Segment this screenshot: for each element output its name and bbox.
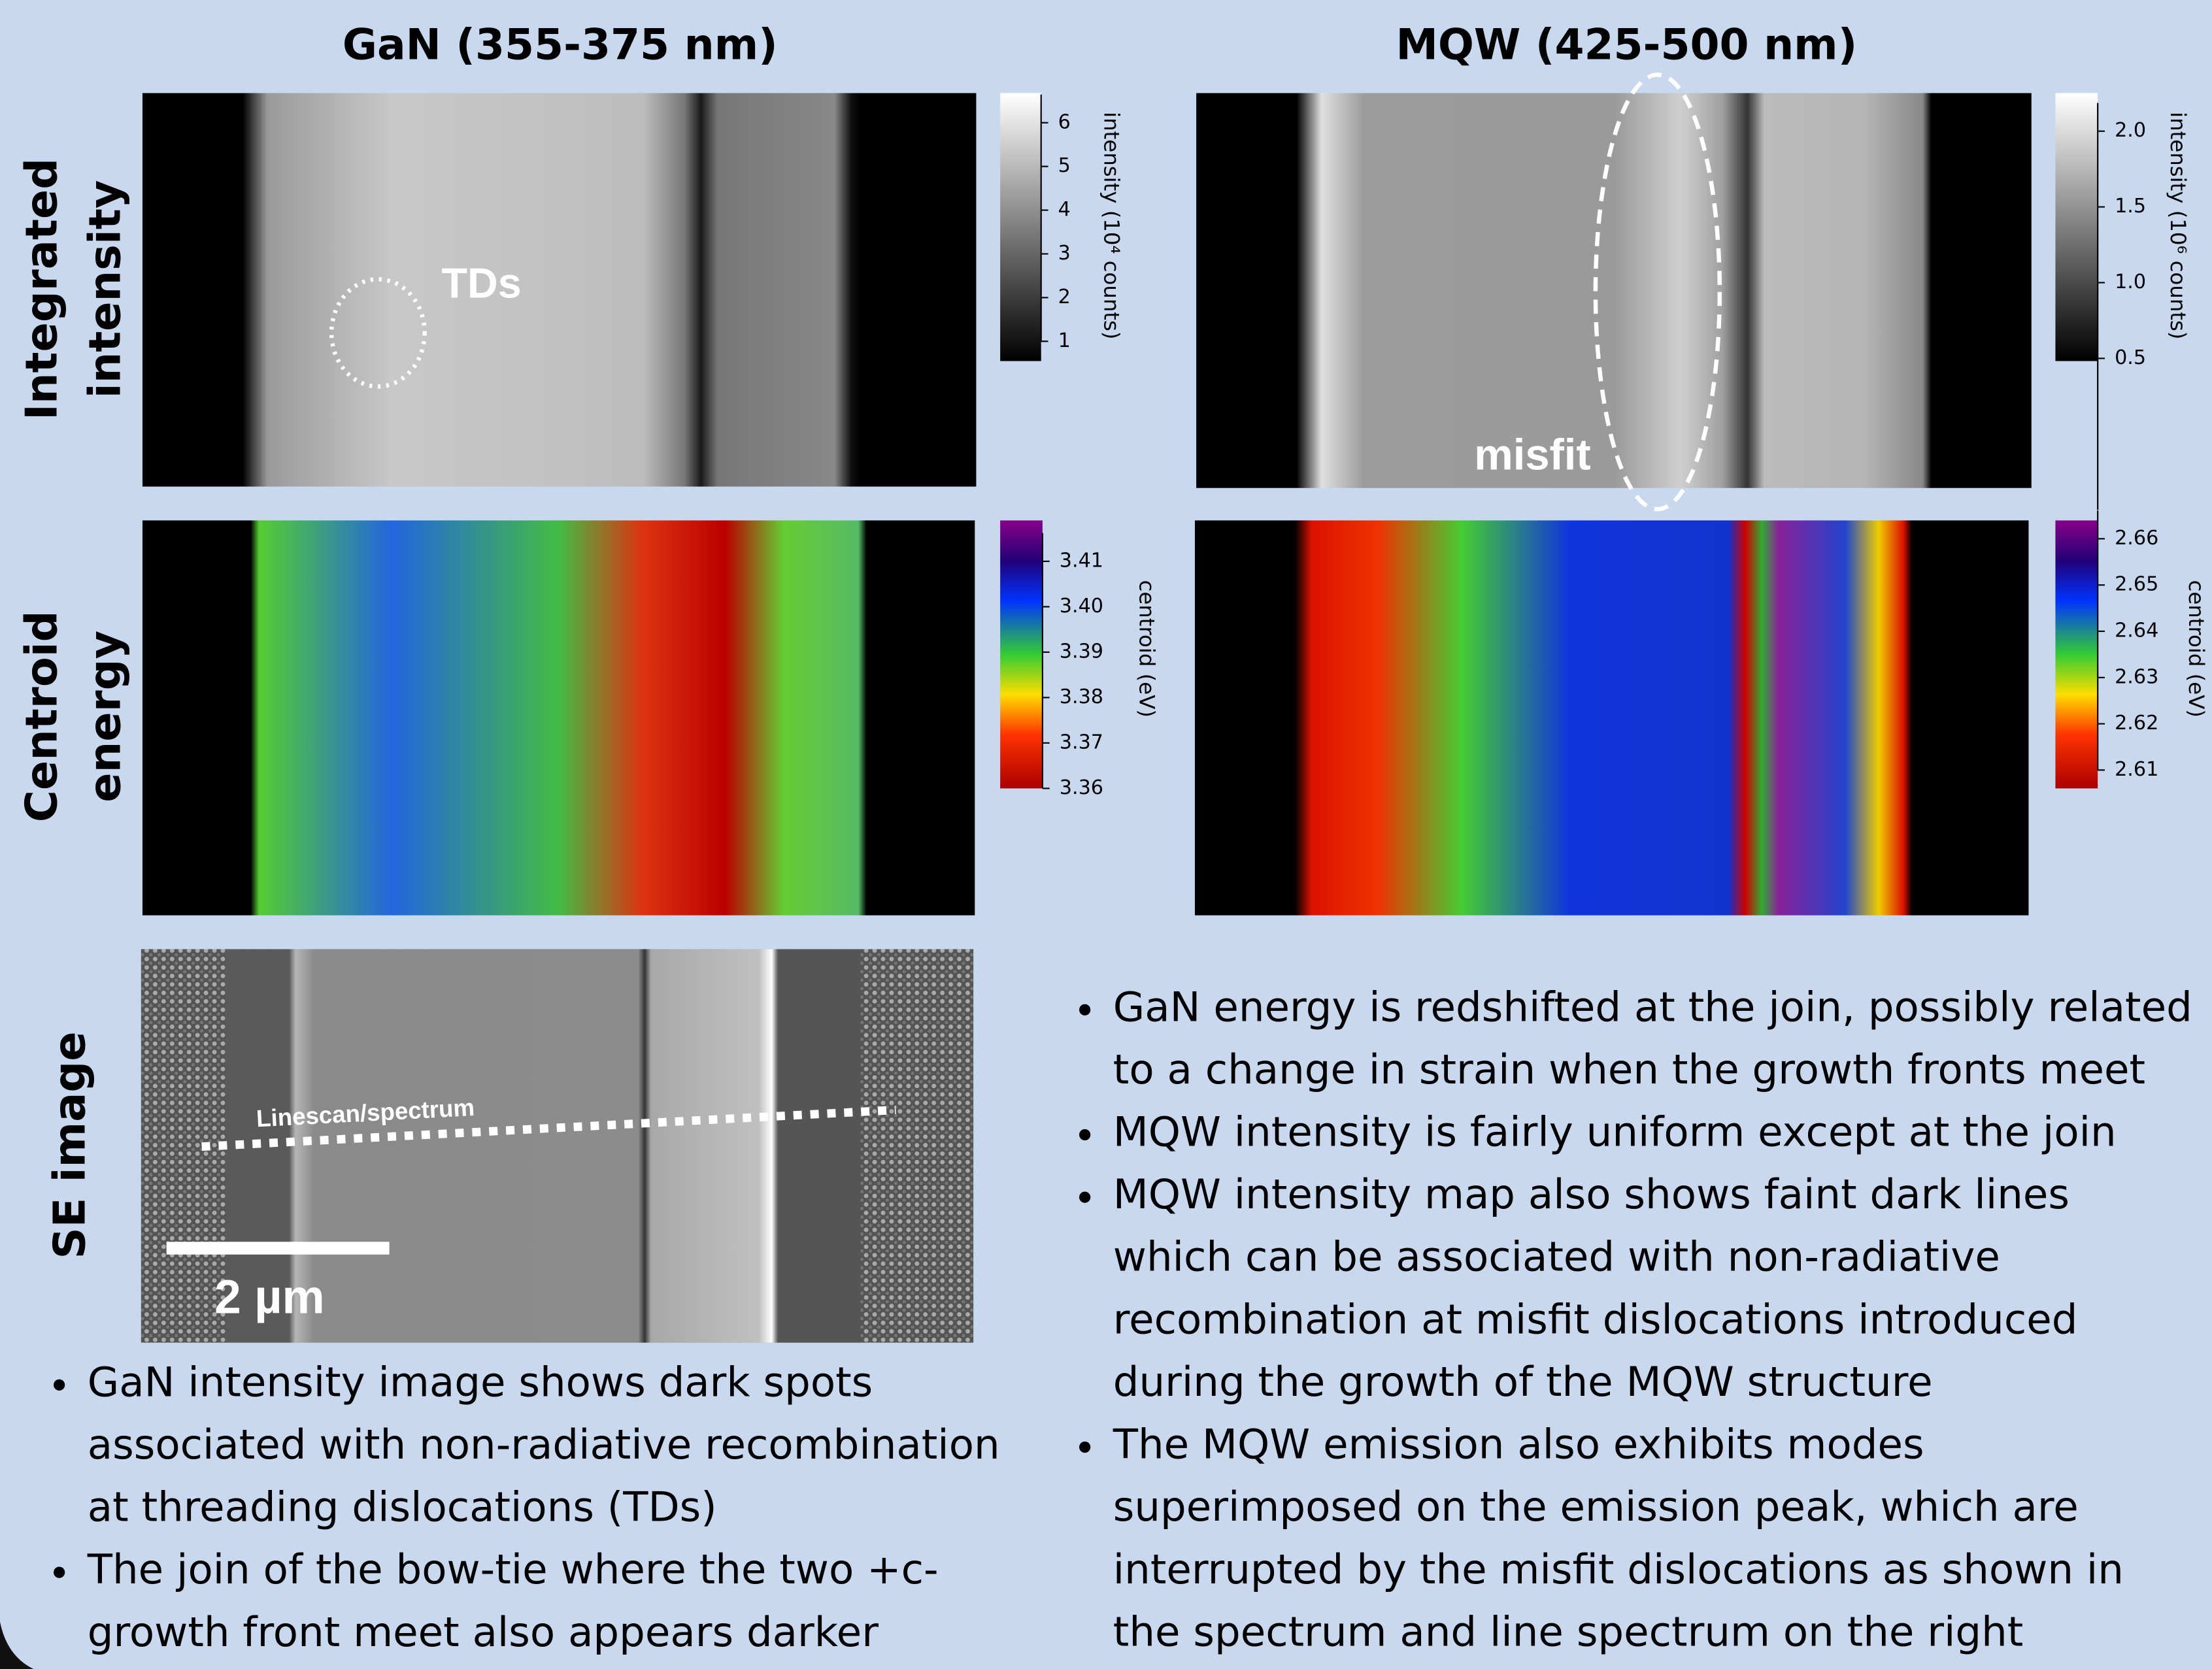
colorbar	[2055, 520, 2098, 788]
row-label: energy	[79, 631, 130, 802]
colorbar-tick-label: 3.40	[1060, 595, 1103, 618]
row-label: Centroid	[16, 610, 67, 822]
bullet-text: interrupted by the misfit dislocations a…	[1113, 1545, 2124, 1593]
bullet	[54, 1380, 65, 1391]
bullet-text: superimposed on the emission peak, which…	[1113, 1483, 2079, 1530]
bullet	[1079, 1191, 1090, 1202]
colorbar	[1000, 520, 1043, 788]
bullet-text: MQW intensity map also shows faint dark …	[1113, 1170, 2070, 1218]
gan-intensity-map	[142, 93, 976, 486]
colorbar-label: centroid (eV)	[2184, 580, 2209, 718]
colorbar-tick-label: 2.62	[2115, 712, 2158, 735]
colorbar-tick-label: 2.0	[2115, 119, 2146, 142]
colorbar-tick-label: 1.0	[2115, 271, 2146, 293]
misfit-label: misfit	[1474, 431, 1590, 480]
bullet-text: growth front meet also appears darker	[88, 1608, 879, 1656]
bullet	[1079, 1129, 1090, 1140]
row-label: SE image	[44, 1031, 95, 1259]
colorbar-tick-label: 2.61	[2115, 758, 2158, 781]
bullet-text: GaN intensity image shows dark spots	[88, 1358, 873, 1406]
left-title: GaN (355-375 nm)	[343, 21, 778, 70]
right-title: MQW (425-500 nm)	[1396, 21, 1857, 70]
gan-centroid-map	[142, 520, 975, 915]
colorbar-tick-label: 3.36	[1060, 776, 1103, 799]
bullet	[54, 1567, 65, 1578]
scale-label: 2 µm	[214, 1270, 325, 1323]
colorbar-label: intensity (10⁴ counts)	[1099, 112, 1124, 339]
bullet-text: at threading dislocations (TDs)	[88, 1483, 717, 1531]
colorbar-tick-label: 0.5	[2115, 346, 2146, 369]
colorbar-tick-label: 2.64	[2115, 620, 2158, 642]
colorbar-tick-label: 6	[1058, 110, 1071, 133]
colorbar-tick-label: 3.41	[1060, 549, 1103, 572]
colorbar	[1000, 93, 1041, 361]
colorbar-tick-label: 3.39	[1060, 640, 1103, 663]
colorbar-tick-label: 2.65	[2115, 573, 2158, 596]
bullet-text: during the growth of the MQW structure	[1113, 1358, 1933, 1406]
mqw-centroid-map	[1195, 520, 2028, 915]
colorbar-tick-label: 3.37	[1060, 731, 1103, 753]
row-label: Integrated	[16, 158, 67, 420]
bullet-text: associated with non-radiative recombinat…	[88, 1421, 1000, 1468]
bullet-text: The MQW emission also exhibits modes	[1113, 1421, 1924, 1468]
bullet-text: The join of the bow-tie where the two +c…	[87, 1545, 939, 1593]
bullet	[1079, 1004, 1090, 1016]
tds-label: TDs	[442, 259, 522, 306]
bullet	[1079, 1442, 1090, 1453]
colorbar-tick-label: 4	[1058, 198, 1071, 221]
colorbar-tick-label: 3	[1058, 242, 1071, 265]
colorbar-tick-label: 5	[1058, 154, 1071, 177]
row-label: intensity	[79, 180, 130, 399]
bullet-text: the spectrum and line spectrum on the ri…	[1113, 1608, 2024, 1655]
mqw-intensity-map	[1196, 93, 2032, 487]
colorbar-tick-label: 1	[1058, 329, 1071, 352]
bullet-text: MQW intensity is fairly uniform except a…	[1113, 1108, 2117, 1156]
colorbar-tick-label: 2.63	[2115, 665, 2158, 688]
bullet-text: recombination at misfit dislocations int…	[1113, 1295, 2078, 1343]
colorbar-label: centroid (eV)	[1134, 580, 1159, 718]
page: {"header":{"left_title":"GaN (355-375 nm…	[0, 0, 2212, 1669]
colorbar-tick-label: 2	[1058, 286, 1071, 308]
colorbar-tick-label: 3.38	[1060, 686, 1103, 708]
colorbar	[2055, 93, 2098, 361]
colorbar-tick-label: 1.5	[2115, 195, 2146, 218]
colorbar-label: intensity (10⁶ counts)	[2166, 112, 2190, 339]
bullet-text: to a change in strain when the growth fr…	[1113, 1046, 2145, 1093]
colorbar-tick-label: 2.66	[2115, 527, 2158, 550]
bullet-text: which can be associated with non-radiati…	[1113, 1233, 2000, 1281]
slide: GaN (355-375 nm) MQW (425-500 nm) Integr…	[0, 0, 2212, 1669]
bullet-text: GaN energy is redshifted at the join, po…	[1113, 983, 2192, 1031]
